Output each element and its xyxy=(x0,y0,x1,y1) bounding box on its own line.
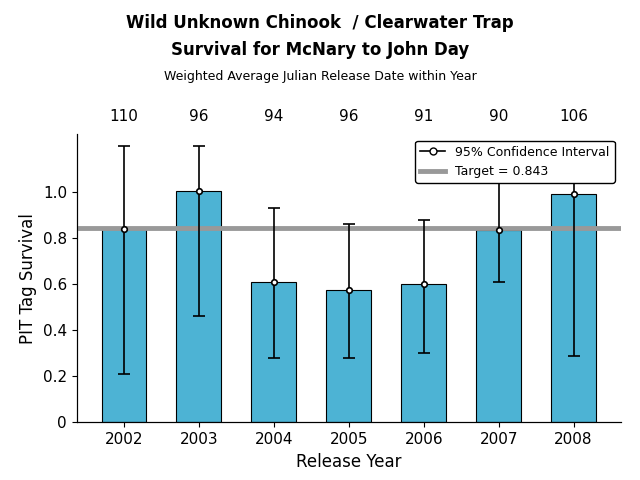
Bar xyxy=(476,230,521,422)
Text: Wild Unknown Chinook  / Clearwater Trap: Wild Unknown Chinook / Clearwater Trap xyxy=(126,14,514,33)
Bar xyxy=(177,191,221,422)
Bar xyxy=(102,229,147,422)
Bar xyxy=(551,194,596,422)
Bar xyxy=(401,284,446,422)
Text: Survival for McNary to John Day: Survival for McNary to John Day xyxy=(171,41,469,59)
Y-axis label: PIT Tag Survival: PIT Tag Survival xyxy=(19,213,37,344)
X-axis label: Release Year: Release Year xyxy=(296,453,401,471)
Bar xyxy=(252,282,296,422)
Bar xyxy=(326,290,371,422)
Text: Weighted Average Julian Release Date within Year: Weighted Average Julian Release Date wit… xyxy=(164,70,476,83)
Legend: 95% Confidence Interval, Target = 0.843: 95% Confidence Interval, Target = 0.843 xyxy=(415,141,614,183)
